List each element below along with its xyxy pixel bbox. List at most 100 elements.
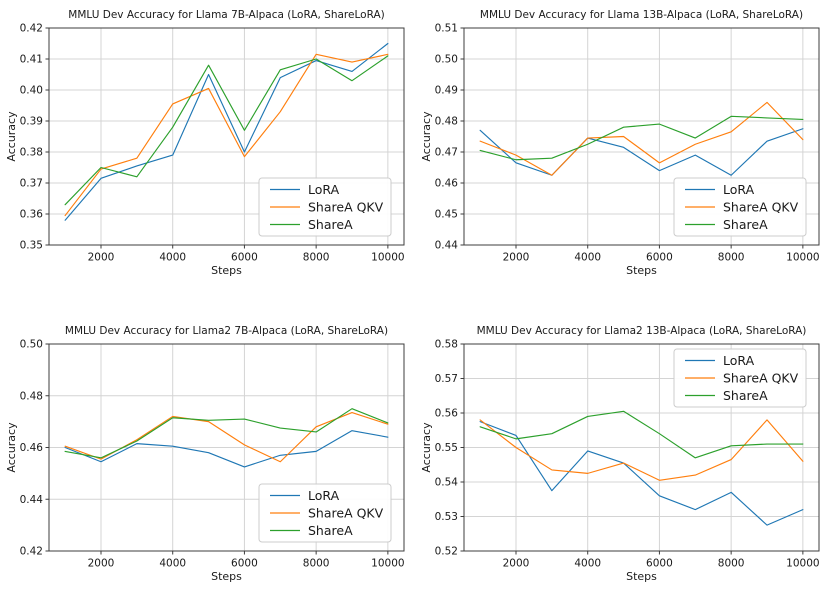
chart-svg-0: 2000 4000 6000 8000 10000 0.35 0.36 0.37 0.38 0.3… [5,9,405,277]
y-tick-label: 0.48 [435,116,458,128]
legend-frame [258,177,392,237]
x-axis-label: Steps [626,570,657,583]
series-line-sharea [64,55,389,206]
chart-title: MMLU Dev Accuracy for Llama2 7B-Alpaca (… [65,325,388,337]
series-line-sharea-qkv [64,53,389,217]
legend-label: ShareA [308,523,353,538]
y-tick-label: 0.47 [435,147,458,159]
x-tick-label: 8000 [718,252,745,264]
y-tick-label: 0.48 [20,390,43,402]
x-tick-label: 2000 [503,558,530,570]
x-tick-label: 4000 [574,252,601,264]
chart-svg-3: 2000 4000 6000 8000 10000 0.52 0.53 0.54 0.55 0.5… [420,325,820,583]
chart-title: MMLU Dev Accuracy for Llama 7B-Alpaca (L… [68,9,384,21]
tick-marks [460,27,804,249]
y-tick-label: 0.42 [20,23,43,35]
x-tick-label: 8000 [303,252,330,264]
legend-frame [673,348,807,408]
x-tick-label: 4000 [574,558,601,570]
series-line-sharea [479,115,804,161]
y-tick-label: 0.53 [435,511,458,523]
legend: LoRA ShareA QKV ShareA [258,483,392,543]
y-tick-label: 0.38 [20,147,43,159]
x-tick-label: 6000 [646,252,673,264]
series-line-sharea [479,410,804,459]
x-axis-label: Steps [211,264,242,277]
tick-marks [460,343,804,555]
y-tick-label: 0.45 [435,209,458,221]
y-tick-label: 0.49 [435,85,458,97]
legend-frame [673,177,807,237]
y-tick-label: 0.55 [435,442,458,454]
legend-label: ShareA [723,388,768,403]
x-tick-label: 6000 [646,558,673,570]
x-tick-label: 6000 [231,252,258,264]
y-axis-label: Accuracy [5,111,18,162]
x-axis-label: Steps [211,570,242,583]
legend: LoRA ShareA QKV ShareA [673,177,807,237]
chart-llama2-7b-alpaca: 2000 4000 6000 8000 10000 0.42 0.44 0.46 0.48 0.5… [0,296,415,593]
x-tick-label: 10000 [371,252,404,264]
y-tick-label: 0.35 [20,240,43,252]
chart-llama-13b-alpaca: 2000 4000 6000 8000 10000 0.44 0.45 0.46 0.47 0.4… [415,0,830,296]
x-tick-label: 10000 [371,558,404,570]
x-axis-label: Steps [626,264,657,277]
y-tick-label: 0.51 [435,23,458,35]
chart-svg-2: 2000 4000 6000 8000 10000 0.42 0.44 0.46 0.48 0.5… [5,325,405,583]
x-tick-label: 6000 [231,558,258,570]
legend-frame [258,483,392,543]
y-tick-label: 0.44 [435,240,459,252]
series-line-lora [479,128,804,176]
y-axis-label: Accuracy [5,422,18,473]
y-tick-label: 0.50 [20,339,43,351]
y-tick-label: 0.37 [20,178,43,190]
chart-svg-1: 2000 4000 6000 8000 10000 0.44 0.45 0.46 0.47 0.4… [420,9,820,277]
y-tick-label: 0.46 [435,178,459,190]
legend: LoRA ShareA QKV ShareA [673,348,807,408]
y-tick-label: 0.56 [435,408,459,420]
x-tick-label: 8000 [718,558,745,570]
legend-label: LoRA [308,182,340,197]
axes-frame [463,27,820,246]
series-line-lora [479,421,804,526]
chart-llama2-13b-alpaca: 2000 4000 6000 8000 10000 0.52 0.53 0.54 0.55 0.5… [415,296,830,593]
x-tick-label: 4000 [159,558,186,570]
legend-label: LoRA [723,182,755,197]
legend-label: ShareA QKV [308,506,384,521]
y-tick-label: 0.42 [20,546,43,558]
y-tick-label: 0.50 [435,54,458,66]
legend-label: LoRA [723,353,755,368]
series-line-lora [64,430,389,468]
series-line-sharea-qkv [479,101,804,176]
chart-llama-7b-alpaca: 2000 4000 6000 8000 10000 0.35 0.36 0.37 0.38 0.3… [0,0,415,296]
x-tick-label: 2000 [88,558,115,570]
y-axis-label: Accuracy [420,111,433,162]
x-tick-label: 4000 [159,252,186,264]
x-tick-label: 10000 [786,558,819,570]
legend: LoRA ShareA QKV ShareA [258,177,392,237]
y-tick-label: 0.46 [20,442,44,454]
legend-label: ShareA [723,217,768,232]
chart-title: MMLU Dev Accuracy for Llama 13B-Alpaca (… [480,9,803,21]
series-line-sharea-qkv [479,419,804,481]
axes-frame [48,27,405,246]
legend-label: LoRA [308,488,340,503]
tick-marks [45,27,389,249]
y-tick-label: 0.39 [20,116,43,128]
tick-marks [45,343,389,555]
legend-label: ShareA QKV [723,200,799,215]
x-tick-label: 2000 [88,252,115,264]
chart-title: MMLU Dev Accuracy for Llama2 13B-Alpaca … [477,325,807,337]
y-tick-label: 0.41 [20,54,43,66]
series-line-sharea [64,408,389,459]
x-tick-label: 2000 [503,252,530,264]
legend-label: ShareA QKV [723,371,799,386]
x-tick-label: 8000 [303,558,330,570]
y-tick-label: 0.52 [435,546,458,558]
legend-label: ShareA QKV [308,200,384,215]
y-tick-label: 0.54 [435,477,459,489]
x-tick-label: 10000 [786,252,819,264]
y-tick-label: 0.58 [435,339,458,351]
y-tick-label: 0.44 [20,494,44,506]
